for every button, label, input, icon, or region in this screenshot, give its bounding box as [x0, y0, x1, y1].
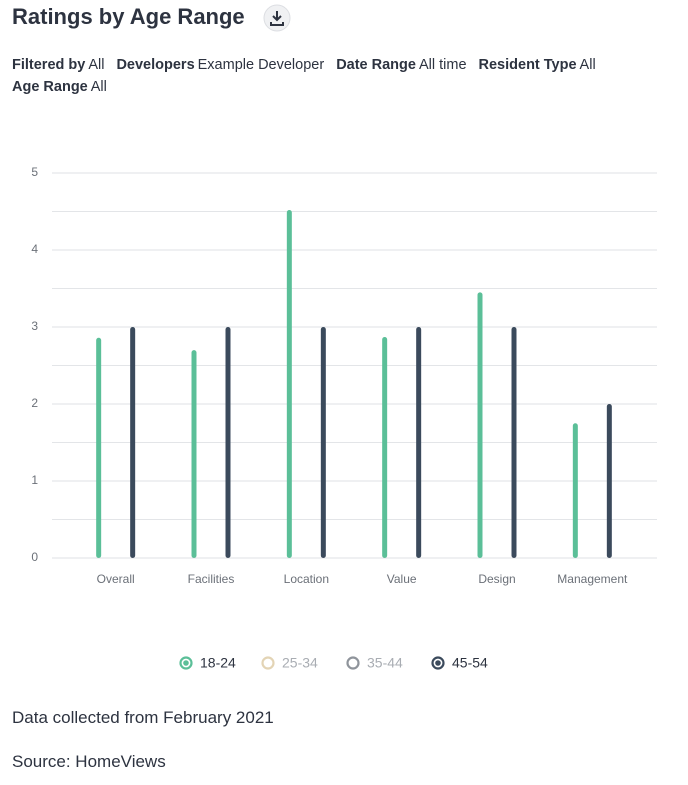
filter: Resident Type All [479, 54, 596, 76]
x-tick-label: Location [284, 572, 329, 586]
x-tick-label: Management [557, 572, 628, 586]
y-tick-label: 3 [31, 319, 38, 333]
x-tick-label: Design [478, 572, 515, 586]
filter-value: All [88, 57, 105, 73]
title: Ratings by Age Range [12, 4, 245, 29]
chart: 0 1 2 3 4 5 Overall Facilities Location Value Desi… [31, 165, 657, 671]
filters: Filtered by All Developers Example Develope… [12, 54, 632, 98]
legend-label[interactable]: 18-24 [200, 655, 236, 671]
filter-value: All [579, 57, 596, 73]
filter-label: Developers [116, 57, 195, 73]
filter-value: Example Developer [197, 57, 325, 73]
legend-label[interactable]: 35-44 [367, 655, 403, 671]
download-button[interactable] [262, 3, 292, 33]
filter-label: Resident Type [478, 57, 577, 73]
filter-value: All [90, 79, 107, 95]
legend-label[interactable]: 25-34 [282, 655, 318, 671]
filter: Filtered by All [12, 54, 104, 76]
data-note: Data collected from February 2021 [12, 708, 274, 727]
y-tick-label: 1 [31, 473, 38, 487]
legend-marker-dot [435, 660, 441, 666]
x-tick-label: Value [387, 572, 417, 586]
filter: Age Range All [12, 76, 107, 98]
filter: Developers Example Developer [116, 54, 324, 76]
filter-label: Age Range [12, 79, 88, 95]
filter-label: Filtered by [12, 57, 86, 73]
y-tick-label: 0 [31, 550, 38, 564]
filter: Date Range All time [336, 54, 466, 76]
legend-marker [346, 656, 360, 670]
x-tick-label: Overall [97, 572, 135, 586]
filter-value: All time [418, 57, 467, 73]
y-tick-label: 4 [31, 242, 38, 256]
legend-label[interactable]: 45-54 [452, 655, 488, 671]
x-tick-label: Facilities [188, 572, 235, 586]
legend-marker-dot [183, 660, 189, 666]
filter-label: Date Range [336, 57, 416, 73]
legend-marker [261, 656, 275, 670]
y-tick-label: 2 [31, 396, 38, 410]
source: Source: HomeViews [12, 752, 166, 771]
y-tick-label: 5 [31, 165, 38, 179]
